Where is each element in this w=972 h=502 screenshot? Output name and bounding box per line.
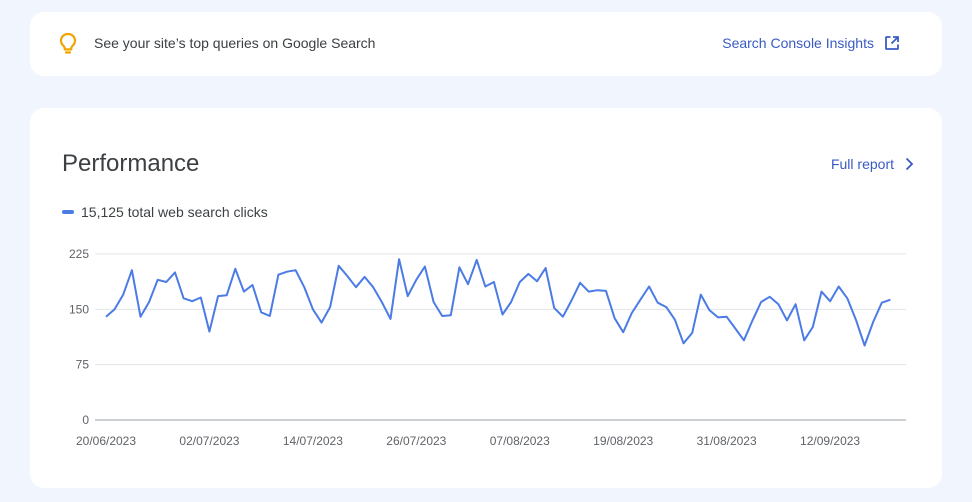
x-tick-label: 19/08/2023 <box>593 434 653 448</box>
x-tick-label: 12/09/2023 <box>800 434 860 448</box>
x-tick-label: 07/08/2023 <box>490 434 550 448</box>
y-tick-label: 0 <box>82 413 89 427</box>
search-console-insights-label: Search Console Insights <box>722 35 874 51</box>
legend-swatch <box>62 210 74 214</box>
y-tick-label: 150 <box>69 302 89 316</box>
x-tick-label: 20/06/2023 <box>76 434 136 448</box>
legend-label: 15,125 total web search clicks <box>81 204 268 220</box>
x-tick-label: 31/08/2023 <box>697 434 757 448</box>
performance-title: Performance <box>62 150 200 177</box>
insight-card: See your site’s top queries on Google Se… <box>30 12 942 76</box>
full-report-link[interactable]: Full report <box>831 156 914 172</box>
y-tick-label: 75 <box>76 358 90 372</box>
chevron-right-icon <box>905 157 914 171</box>
open-in-new-icon <box>885 36 899 50</box>
x-tick-label: 14/07/2023 <box>283 434 343 448</box>
y-tick-label: 225 <box>69 247 89 261</box>
x-tick-label: 02/07/2023 <box>179 434 239 448</box>
search-console-insights-link[interactable]: Search Console Insights <box>722 35 900 51</box>
x-tick-label: 26/07/2023 <box>386 434 446 448</box>
full-report-label: Full report <box>830 156 894 172</box>
performance-card: 0 75 150 225 20/06/2023 02/07/2023 14/07/2023 2… <box>30 108 942 488</box>
chart-legend: 15,125 total web search clicks <box>62 204 268 220</box>
clicks-line-chart: 0 75 150 225 20/06/2023 02/07/2023 14/07/2023 2… <box>69 247 906 448</box>
series-line-web-search-clicks <box>105 258 891 347</box>
insight-message: See your site’s top queries on Google Se… <box>94 35 376 51</box>
lightbulb-icon <box>59 32 77 54</box>
